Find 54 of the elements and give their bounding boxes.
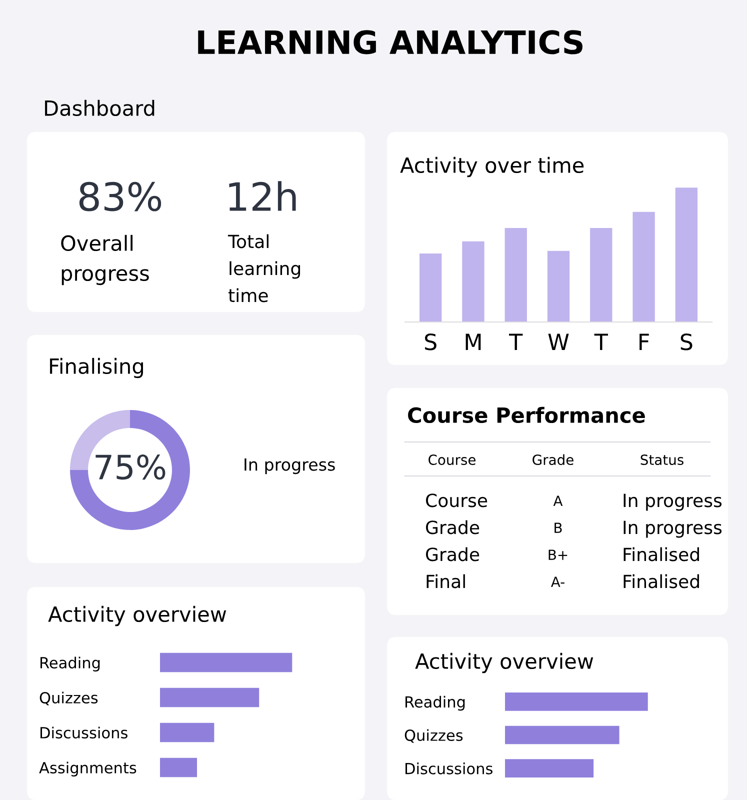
text: In progress [244, 458, 335, 474]
bar [462, 241, 484, 322]
text: 75% [96, 454, 166, 480]
text: B [554, 522, 562, 533]
bar [590, 228, 612, 322]
text: Total learning time [228, 234, 300, 302]
text: 12h [229, 181, 296, 211]
text: Grade [532, 454, 574, 466]
y-tick-label: Quizzes [40, 692, 98, 706]
text: A [553, 496, 563, 506]
text: 83% [79, 182, 162, 212]
text: Overall progress [61, 234, 149, 286]
text: In progress [624, 494, 722, 511]
bar [504, 228, 527, 322]
text: A- [551, 576, 564, 587]
bar [160, 652, 292, 672]
x-tick-label: S [680, 334, 692, 350]
y-tick-label: Quizzes [404, 729, 463, 743]
text: B+ [548, 550, 568, 560]
bar [160, 758, 197, 778]
text: Status [640, 454, 684, 466]
donut-slice [70, 410, 190, 530]
bar [675, 188, 698, 322]
text: Course [428, 454, 476, 466]
y-tick-label: Discussions [40, 726, 128, 739]
text: Grade [426, 520, 480, 534]
text: Final [426, 574, 465, 588]
chart-title: Activity over time [400, 156, 584, 178]
text: In progress [624, 520, 722, 538]
y-tick-label: Discussions [406, 762, 492, 774]
bar [632, 212, 655, 322]
chart-title: Activity overview [48, 606, 226, 626]
chart-title: Finalising [50, 358, 143, 378]
y-tick-label: Reading [406, 696, 465, 711]
x-tick-label: M [466, 334, 481, 350]
y-tick-label: Assignments [39, 762, 136, 776]
text: Finalised [624, 547, 699, 562]
text: Finalised [624, 574, 699, 588]
text: Course Performance [408, 406, 645, 424]
x-tick-label: F [640, 334, 649, 350]
bar [547, 250, 570, 322]
text: Dashboard [45, 100, 154, 116]
bar [419, 254, 442, 322]
text: Grade [426, 547, 480, 562]
x-tick-label: S [424, 334, 436, 350]
y-tick-label: Reading [40, 656, 100, 672]
x-tick-label: W [548, 334, 569, 350]
bar [160, 722, 214, 742]
x-tick-label: T [509, 334, 523, 350]
bar [160, 688, 260, 708]
x-tick-label: T [594, 334, 608, 350]
text: Course [426, 494, 488, 508]
chart-title: Activity overview [415, 652, 594, 674]
text: LEARNING ANALYTICS [198, 30, 582, 54]
